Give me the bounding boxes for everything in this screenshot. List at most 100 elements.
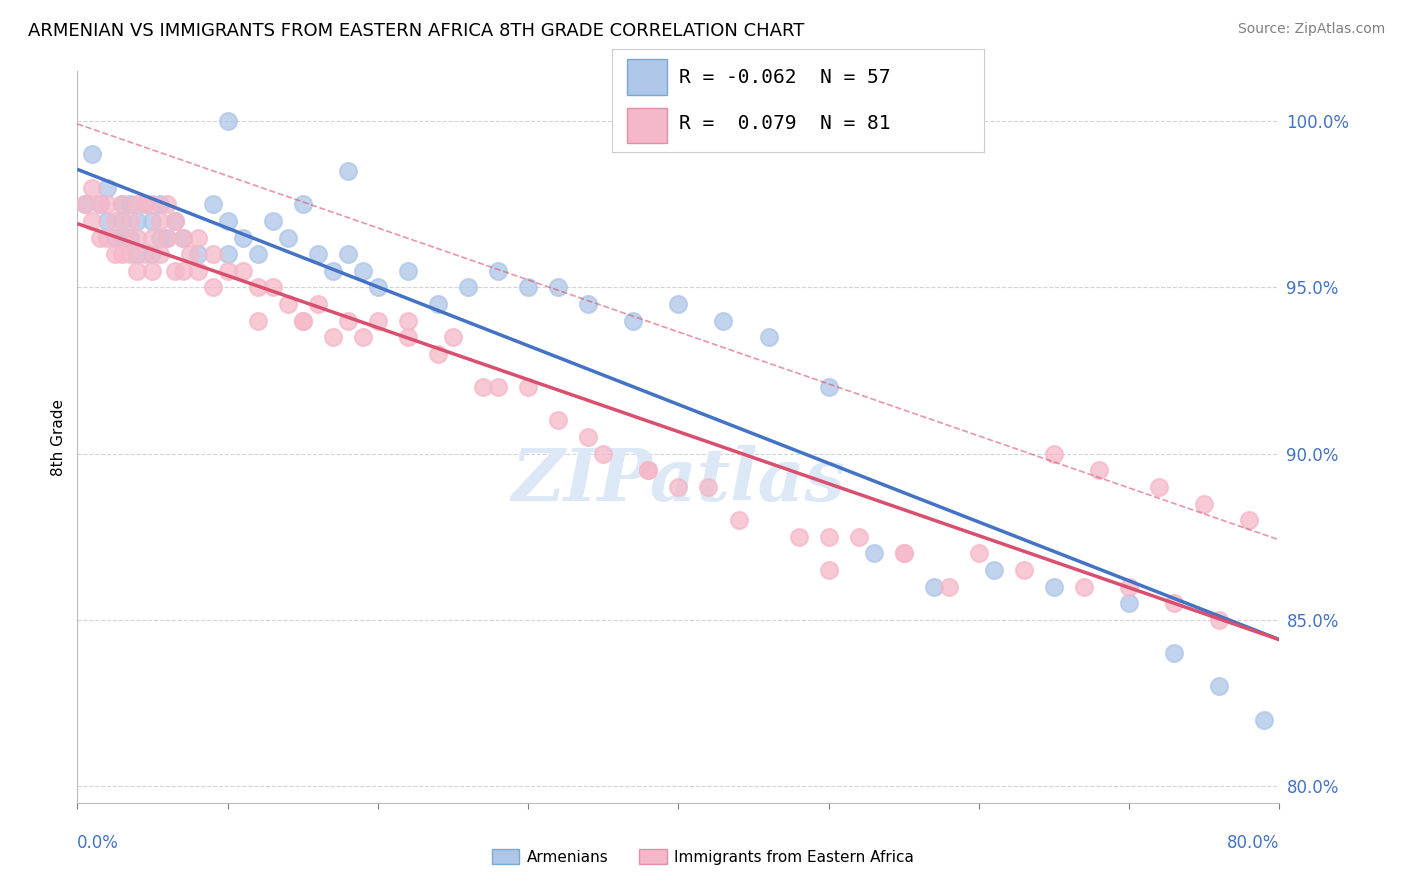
Point bbox=[1194, 497, 1216, 511]
Text: R =  0.079  N = 81: R = 0.079 N = 81 bbox=[679, 114, 890, 133]
Point bbox=[134, 197, 156, 211]
Point bbox=[1073, 580, 1095, 594]
Point bbox=[127, 214, 149, 228]
Point bbox=[201, 247, 224, 261]
Point bbox=[441, 330, 464, 344]
Point bbox=[713, 314, 735, 328]
Point bbox=[111, 230, 134, 244]
Point bbox=[983, 563, 1005, 577]
Point bbox=[1043, 580, 1066, 594]
Point bbox=[396, 330, 419, 344]
Point bbox=[1208, 680, 1230, 694]
Point bbox=[82, 147, 104, 161]
Point bbox=[118, 230, 141, 244]
Point bbox=[396, 264, 419, 278]
Point bbox=[576, 297, 599, 311]
Point bbox=[127, 230, 149, 244]
Point bbox=[322, 330, 344, 344]
Point bbox=[96, 214, 118, 228]
Point bbox=[697, 480, 720, 494]
Point bbox=[547, 280, 569, 294]
FancyBboxPatch shape bbox=[627, 60, 668, 95]
Point bbox=[187, 247, 209, 261]
Point bbox=[149, 230, 172, 244]
Point bbox=[118, 197, 141, 211]
Point bbox=[787, 530, 810, 544]
Point bbox=[1253, 713, 1275, 727]
Point bbox=[336, 247, 359, 261]
Point bbox=[111, 197, 134, 211]
Legend: Armenians, Immigrants from Eastern Africa: Armenians, Immigrants from Eastern Afric… bbox=[485, 843, 921, 871]
Point bbox=[307, 297, 329, 311]
Point bbox=[517, 280, 540, 294]
Point bbox=[592, 447, 614, 461]
Point bbox=[1118, 596, 1140, 610]
Point bbox=[1012, 563, 1035, 577]
Point bbox=[547, 413, 569, 427]
Point bbox=[637, 463, 659, 477]
Point bbox=[179, 247, 201, 261]
Point bbox=[817, 530, 839, 544]
Text: Source: ZipAtlas.com: Source: ZipAtlas.com bbox=[1237, 22, 1385, 37]
Point bbox=[758, 330, 780, 344]
Point bbox=[141, 247, 163, 261]
Point bbox=[232, 230, 254, 244]
Point bbox=[246, 314, 269, 328]
Point bbox=[291, 197, 314, 211]
Point bbox=[217, 264, 239, 278]
Point bbox=[172, 230, 194, 244]
Point bbox=[111, 197, 134, 211]
Point bbox=[486, 264, 509, 278]
Point bbox=[246, 247, 269, 261]
Point bbox=[127, 197, 149, 211]
Point bbox=[1163, 596, 1185, 610]
Point bbox=[367, 280, 389, 294]
Point bbox=[1208, 613, 1230, 627]
Point bbox=[457, 280, 479, 294]
Point bbox=[637, 463, 659, 477]
Point bbox=[156, 230, 179, 244]
Point bbox=[89, 230, 111, 244]
Y-axis label: 8th Grade: 8th Grade bbox=[51, 399, 66, 475]
Point bbox=[262, 280, 284, 294]
Point bbox=[893, 546, 915, 560]
Point bbox=[149, 214, 172, 228]
Point bbox=[727, 513, 749, 527]
Point bbox=[322, 264, 344, 278]
Point bbox=[1149, 480, 1171, 494]
Point bbox=[89, 197, 111, 211]
Point bbox=[217, 247, 239, 261]
Point bbox=[118, 247, 141, 261]
Point bbox=[862, 546, 884, 560]
FancyBboxPatch shape bbox=[627, 108, 668, 144]
Point bbox=[396, 314, 419, 328]
Point bbox=[621, 314, 644, 328]
Point bbox=[246, 280, 269, 294]
Point bbox=[817, 563, 839, 577]
Point bbox=[893, 546, 915, 560]
Point bbox=[277, 230, 299, 244]
Point bbox=[163, 214, 186, 228]
Point bbox=[73, 197, 96, 211]
Text: ZIPatlas: ZIPatlas bbox=[512, 445, 845, 516]
Point bbox=[352, 330, 374, 344]
Point bbox=[104, 230, 127, 244]
Text: 0.0%: 0.0% bbox=[77, 834, 120, 852]
Point bbox=[1043, 447, 1066, 461]
Point bbox=[156, 197, 179, 211]
Text: 80.0%: 80.0% bbox=[1227, 834, 1279, 852]
Point bbox=[336, 314, 359, 328]
Point bbox=[232, 264, 254, 278]
Point bbox=[668, 297, 690, 311]
Point bbox=[517, 380, 540, 394]
Point bbox=[291, 314, 314, 328]
Point bbox=[118, 214, 141, 228]
Point bbox=[472, 380, 495, 394]
Point bbox=[96, 197, 118, 211]
Point bbox=[187, 264, 209, 278]
Point bbox=[141, 214, 163, 228]
Point bbox=[576, 430, 599, 444]
Point bbox=[262, 214, 284, 228]
Point bbox=[134, 247, 156, 261]
Point bbox=[104, 214, 127, 228]
